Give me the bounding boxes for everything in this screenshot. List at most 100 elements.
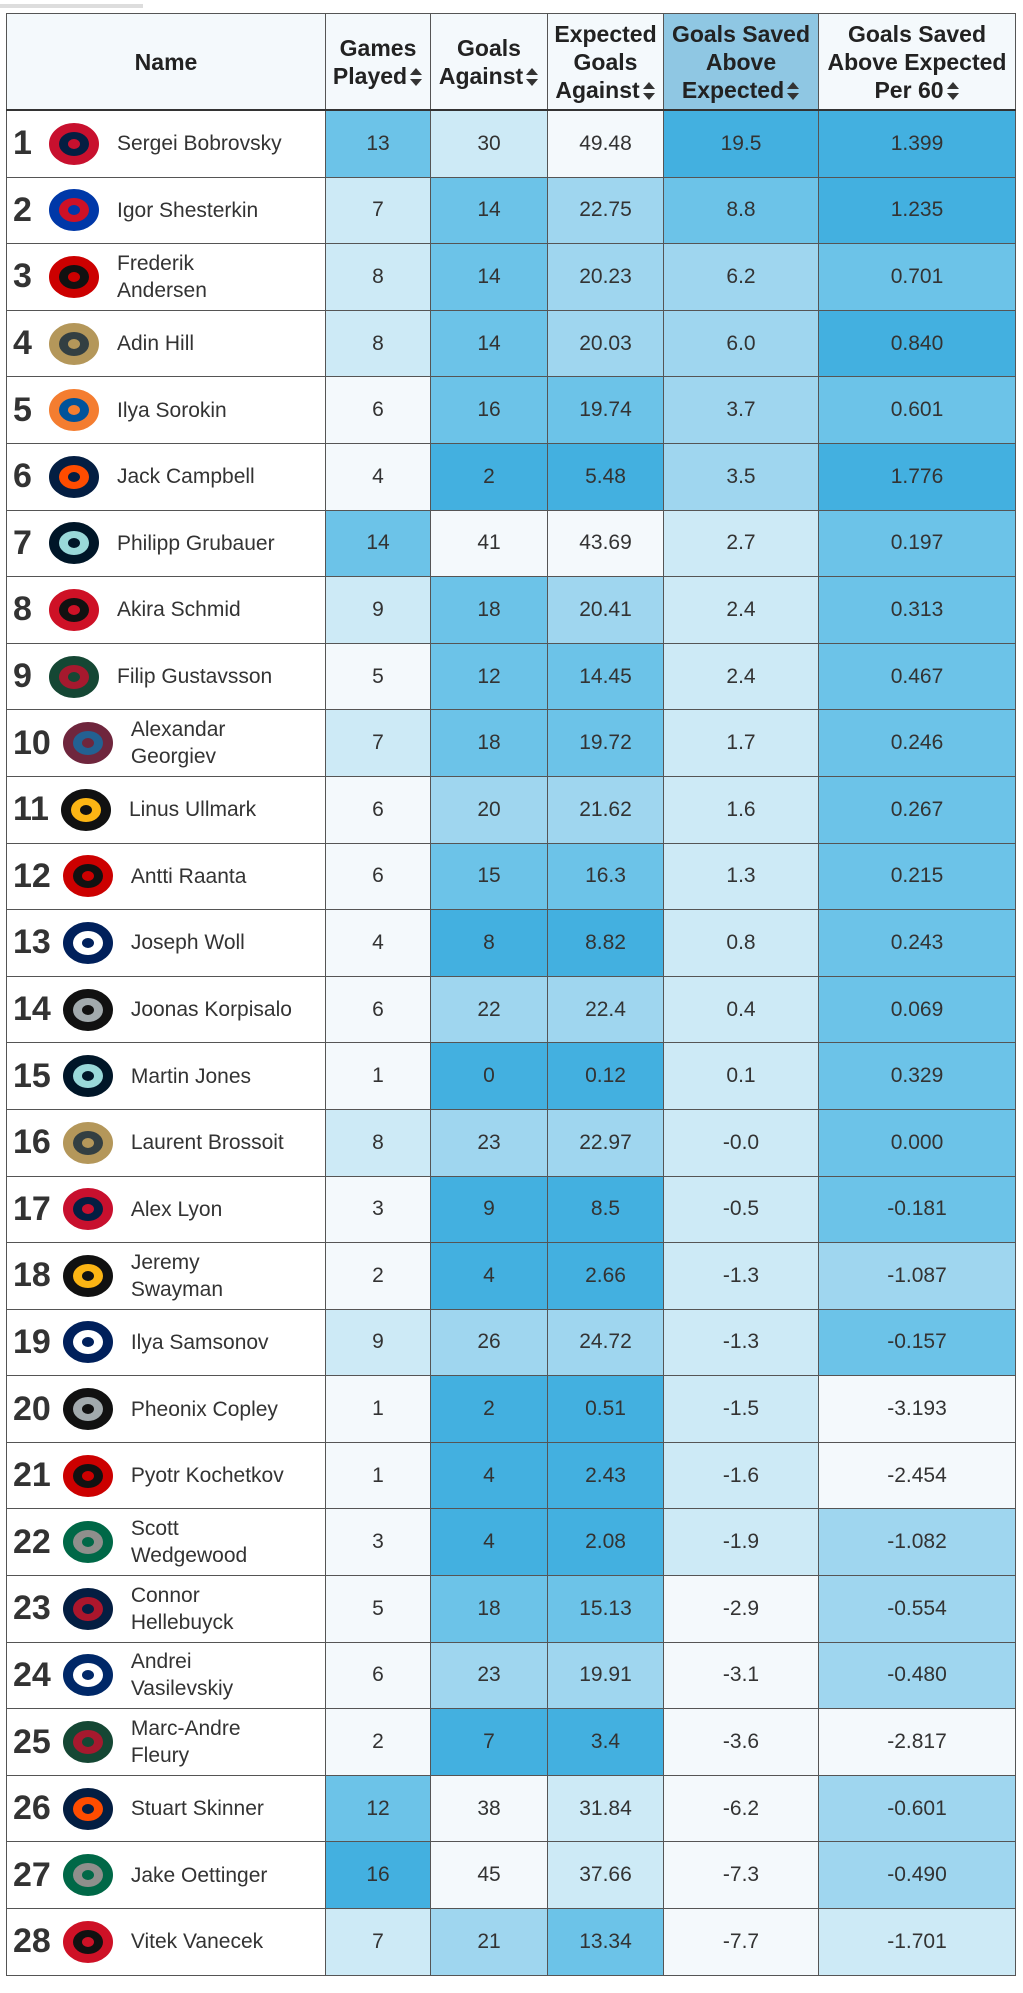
- stat-cell: 12: [326, 1775, 431, 1842]
- stat-cell: 8.82: [548, 910, 664, 976]
- stat-cell: -1.3: [664, 1243, 819, 1309]
- team-logo: [47, 453, 101, 500]
- team-logo: [47, 120, 101, 167]
- stat-cell: 23: [431, 1642, 548, 1709]
- stat-cell: 43.69: [548, 510, 664, 577]
- header-cell[interactable]: Games Played: [326, 14, 431, 109]
- table-row: 11 Linus Ullmark 6 20 21.62 1.6 0.267: [6, 776, 1016, 844]
- stat-cell: 16: [431, 377, 548, 443]
- stat-cell: 0.4: [664, 976, 819, 1043]
- header-label: Games Played: [326, 34, 430, 90]
- team-logo: [47, 586, 101, 633]
- stat-cell: 14: [431, 310, 548, 377]
- table-row: 21 Pyotr Kochetkov 1 4 2.43 -1.6 -2.454: [6, 1442, 1016, 1510]
- table-row: 23 Connor Hellebuyck 5 18 15.13 -2.9 -0.554: [6, 1576, 1016, 1643]
- table-body: 1 Sergei Bobrovsky 13 30 49.48 19.5 1.399 2 Igor…: [6, 111, 1016, 1976]
- team-logo: [47, 320, 101, 367]
- team-logo: [47, 187, 101, 234]
- team-logo: [47, 387, 101, 434]
- header-row: Name Games Played Goals Against Expected Go…: [6, 13, 1016, 111]
- stat-cell: 8.8: [664, 177, 819, 244]
- table-row: 13 Joseph Woll 4 8 8.82 0.8 0.243: [6, 910, 1016, 977]
- stat-cell: 2: [326, 1243, 431, 1309]
- stat-cell: 0.1: [664, 1043, 819, 1109]
- rank: 21: [13, 1456, 51, 1495]
- stat-cell: 18: [431, 710, 548, 776]
- stat-cell: 0.197: [819, 510, 1016, 577]
- table-row: 25 Marc-Andre Fleury 2 7 3.4 -3.6 -2.817: [6, 1709, 1016, 1776]
- player-name: Sergei Bobrovsky: [117, 132, 282, 156]
- stat-cell: 7: [326, 1909, 431, 1975]
- stat-cell: -0.490: [819, 1842, 1016, 1909]
- stat-cell: 7: [326, 177, 431, 244]
- stat-cell: 7: [431, 1709, 548, 1775]
- team-logo: [60, 853, 115, 900]
- player-name: Pyotr Kochetkov: [130, 1464, 284, 1488]
- header-cell[interactable]: Goals Saved Above Expected Per 60: [819, 14, 1016, 109]
- team-logo: [60, 1585, 115, 1632]
- stat-cell: 6: [326, 976, 431, 1043]
- sort-icon[interactable]: [946, 81, 960, 101]
- stat-cell: 1.6: [664, 776, 819, 843]
- stat-cell: 0.51: [548, 1376, 664, 1442]
- team-logo: [60, 1186, 115, 1233]
- rank: 4: [13, 324, 32, 363]
- sort-icon[interactable]: [786, 81, 800, 101]
- player-name: Pheonix Copley: [130, 1397, 278, 1421]
- rank: 23: [13, 1589, 51, 1628]
- rank: 16: [13, 1123, 51, 1162]
- stat-cell: 5: [326, 1576, 431, 1642]
- player-name: Adin Hill: [117, 332, 195, 356]
- stat-cell: 13.34: [548, 1909, 664, 1975]
- stat-cell: -1.5: [664, 1376, 819, 1442]
- rank: 5: [13, 390, 32, 429]
- header-cell[interactable]: Expected Goals Against: [548, 14, 664, 109]
- team-logo: [60, 1652, 115, 1699]
- stat-cell: 15: [431, 843, 548, 910]
- rank: 11: [13, 790, 49, 829]
- sort-icon[interactable]: [525, 67, 539, 87]
- table-row: 2 Igor Shesterkin 7 14 22.75 8.8 1.235: [6, 177, 1016, 245]
- stat-cell: 6: [326, 377, 431, 443]
- stat-cell: 1.3: [664, 843, 819, 910]
- stat-cell: 0.246: [819, 710, 1016, 776]
- stat-cell: 2: [431, 1376, 548, 1442]
- stat-cell: 0.069: [819, 976, 1016, 1043]
- player-name: Igor Shesterkin: [117, 198, 259, 222]
- team-logo: [60, 1719, 115, 1766]
- stat-cell: 19.5: [664, 111, 819, 177]
- sort-icon[interactable]: [409, 67, 423, 87]
- team-logo: [60, 1319, 115, 1366]
- player-name: Laurent Brossoit: [130, 1131, 284, 1155]
- team-logo: [60, 1852, 115, 1899]
- stat-cell: -0.181: [819, 1176, 1016, 1243]
- header-cell[interactable]: Goals Against: [431, 14, 548, 109]
- stat-cell: -6.2: [664, 1775, 819, 1842]
- stat-cell: 22.97: [548, 1109, 664, 1176]
- sort-icon[interactable]: [642, 81, 656, 101]
- stat-cell: 3.7: [664, 377, 819, 443]
- name-cell: 9 Filip Gustavsson: [6, 643, 326, 710]
- table-row: 16 Laurent Brossoit 8 23 22.97 -0.0 0.000: [6, 1109, 1016, 1177]
- team-logo: [60, 1519, 115, 1566]
- stat-cell: 1.776: [819, 443, 1016, 510]
- stat-cell: 0: [431, 1043, 548, 1109]
- stat-cell: -0.601: [819, 1775, 1016, 1842]
- stat-cell: 1.7: [664, 710, 819, 776]
- player-name: Connor Hellebuyck: [130, 1583, 234, 1634]
- header-cell[interactable]: Goals Saved Above Expected: [664, 14, 819, 109]
- stat-cell: 15.13: [548, 1576, 664, 1642]
- table-row: 26 Stuart Skinner 12 38 31.84 -6.2 -0.601: [6, 1775, 1016, 1843]
- stat-cell: 22: [431, 976, 548, 1043]
- table-row: 14 Joonas Korpisalo 6 22 22.4 0.4 0.069: [6, 976, 1016, 1044]
- stat-cell: 14: [326, 510, 431, 577]
- stat-cell: -7.7: [664, 1909, 819, 1975]
- rank: 27: [13, 1855, 51, 1894]
- header-label: Goals Saved Above Expected Per 60: [819, 20, 1015, 104]
- stat-cell: 26: [431, 1309, 548, 1376]
- stat-cell: 0.313: [819, 577, 1016, 643]
- stat-cell: -2.817: [819, 1709, 1016, 1775]
- name-cell: 24 Andrei Vasilevskiy: [6, 1642, 326, 1709]
- stat-cell: 0.329: [819, 1043, 1016, 1109]
- stat-cell: -1.082: [819, 1509, 1016, 1576]
